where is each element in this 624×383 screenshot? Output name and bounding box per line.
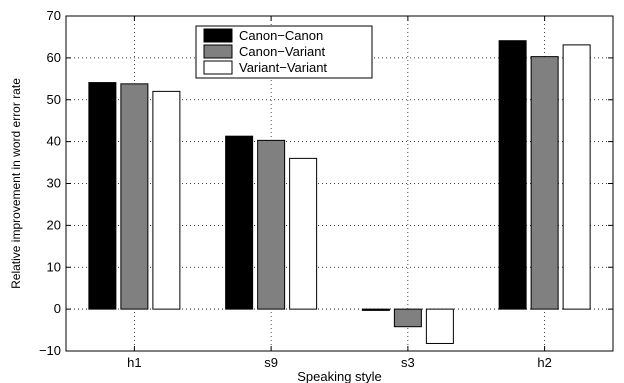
y-tick-label: −10 [39, 343, 61, 358]
bar-h1-series-1 [88, 82, 117, 310]
legend-label: Canon−Variant [239, 44, 326, 59]
bar-s3-series-1 [361, 308, 390, 311]
bar-h2-series-2 [530, 56, 559, 310]
legend-swatch [203, 44, 233, 59]
bar-h1-series-2 [120, 83, 149, 310]
bar-h1-series-3 [152, 90, 181, 310]
y-tick-label: 70 [47, 8, 61, 23]
ticks-group: −10 0 10 20 30 40 50 60 70 h1 s9 s3 h2 [39, 8, 613, 370]
x-tick-label: s9 [264, 355, 278, 370]
y-tick-label: 40 [47, 134, 61, 149]
bar-h2-series-3 [562, 44, 591, 310]
bar-h2-series-1 [498, 40, 527, 310]
y-tick-label: 20 [47, 217, 61, 232]
bar-s3-series-2 [393, 308, 422, 328]
legend-label: Variant−Variant [239, 60, 327, 75]
y-axis-label: Relative improvement in word error rate [9, 78, 23, 289]
bar-s3-series-3 [425, 308, 454, 344]
y-tick-label: 50 [47, 92, 61, 107]
y-tick-label: 60 [47, 50, 61, 65]
y-tick-label: 30 [47, 176, 61, 191]
legend-swatch [203, 60, 233, 75]
x-tick-label: s3 [401, 355, 415, 370]
legend-swatch [203, 28, 233, 43]
bar-s9-series-1 [225, 135, 254, 310]
y-tick-label: 0 [54, 301, 61, 316]
bar-s9-series-2 [257, 139, 286, 310]
bars-group [88, 40, 591, 344]
x-axis-label: Speaking style [297, 369, 382, 383]
x-tick-label: h1 [127, 355, 141, 370]
y-tick-label: 10 [47, 259, 61, 274]
x-tick-label: h2 [537, 355, 551, 370]
bar-s9-series-3 [289, 157, 318, 310]
legend-label: Canon−Canon [239, 28, 323, 43]
